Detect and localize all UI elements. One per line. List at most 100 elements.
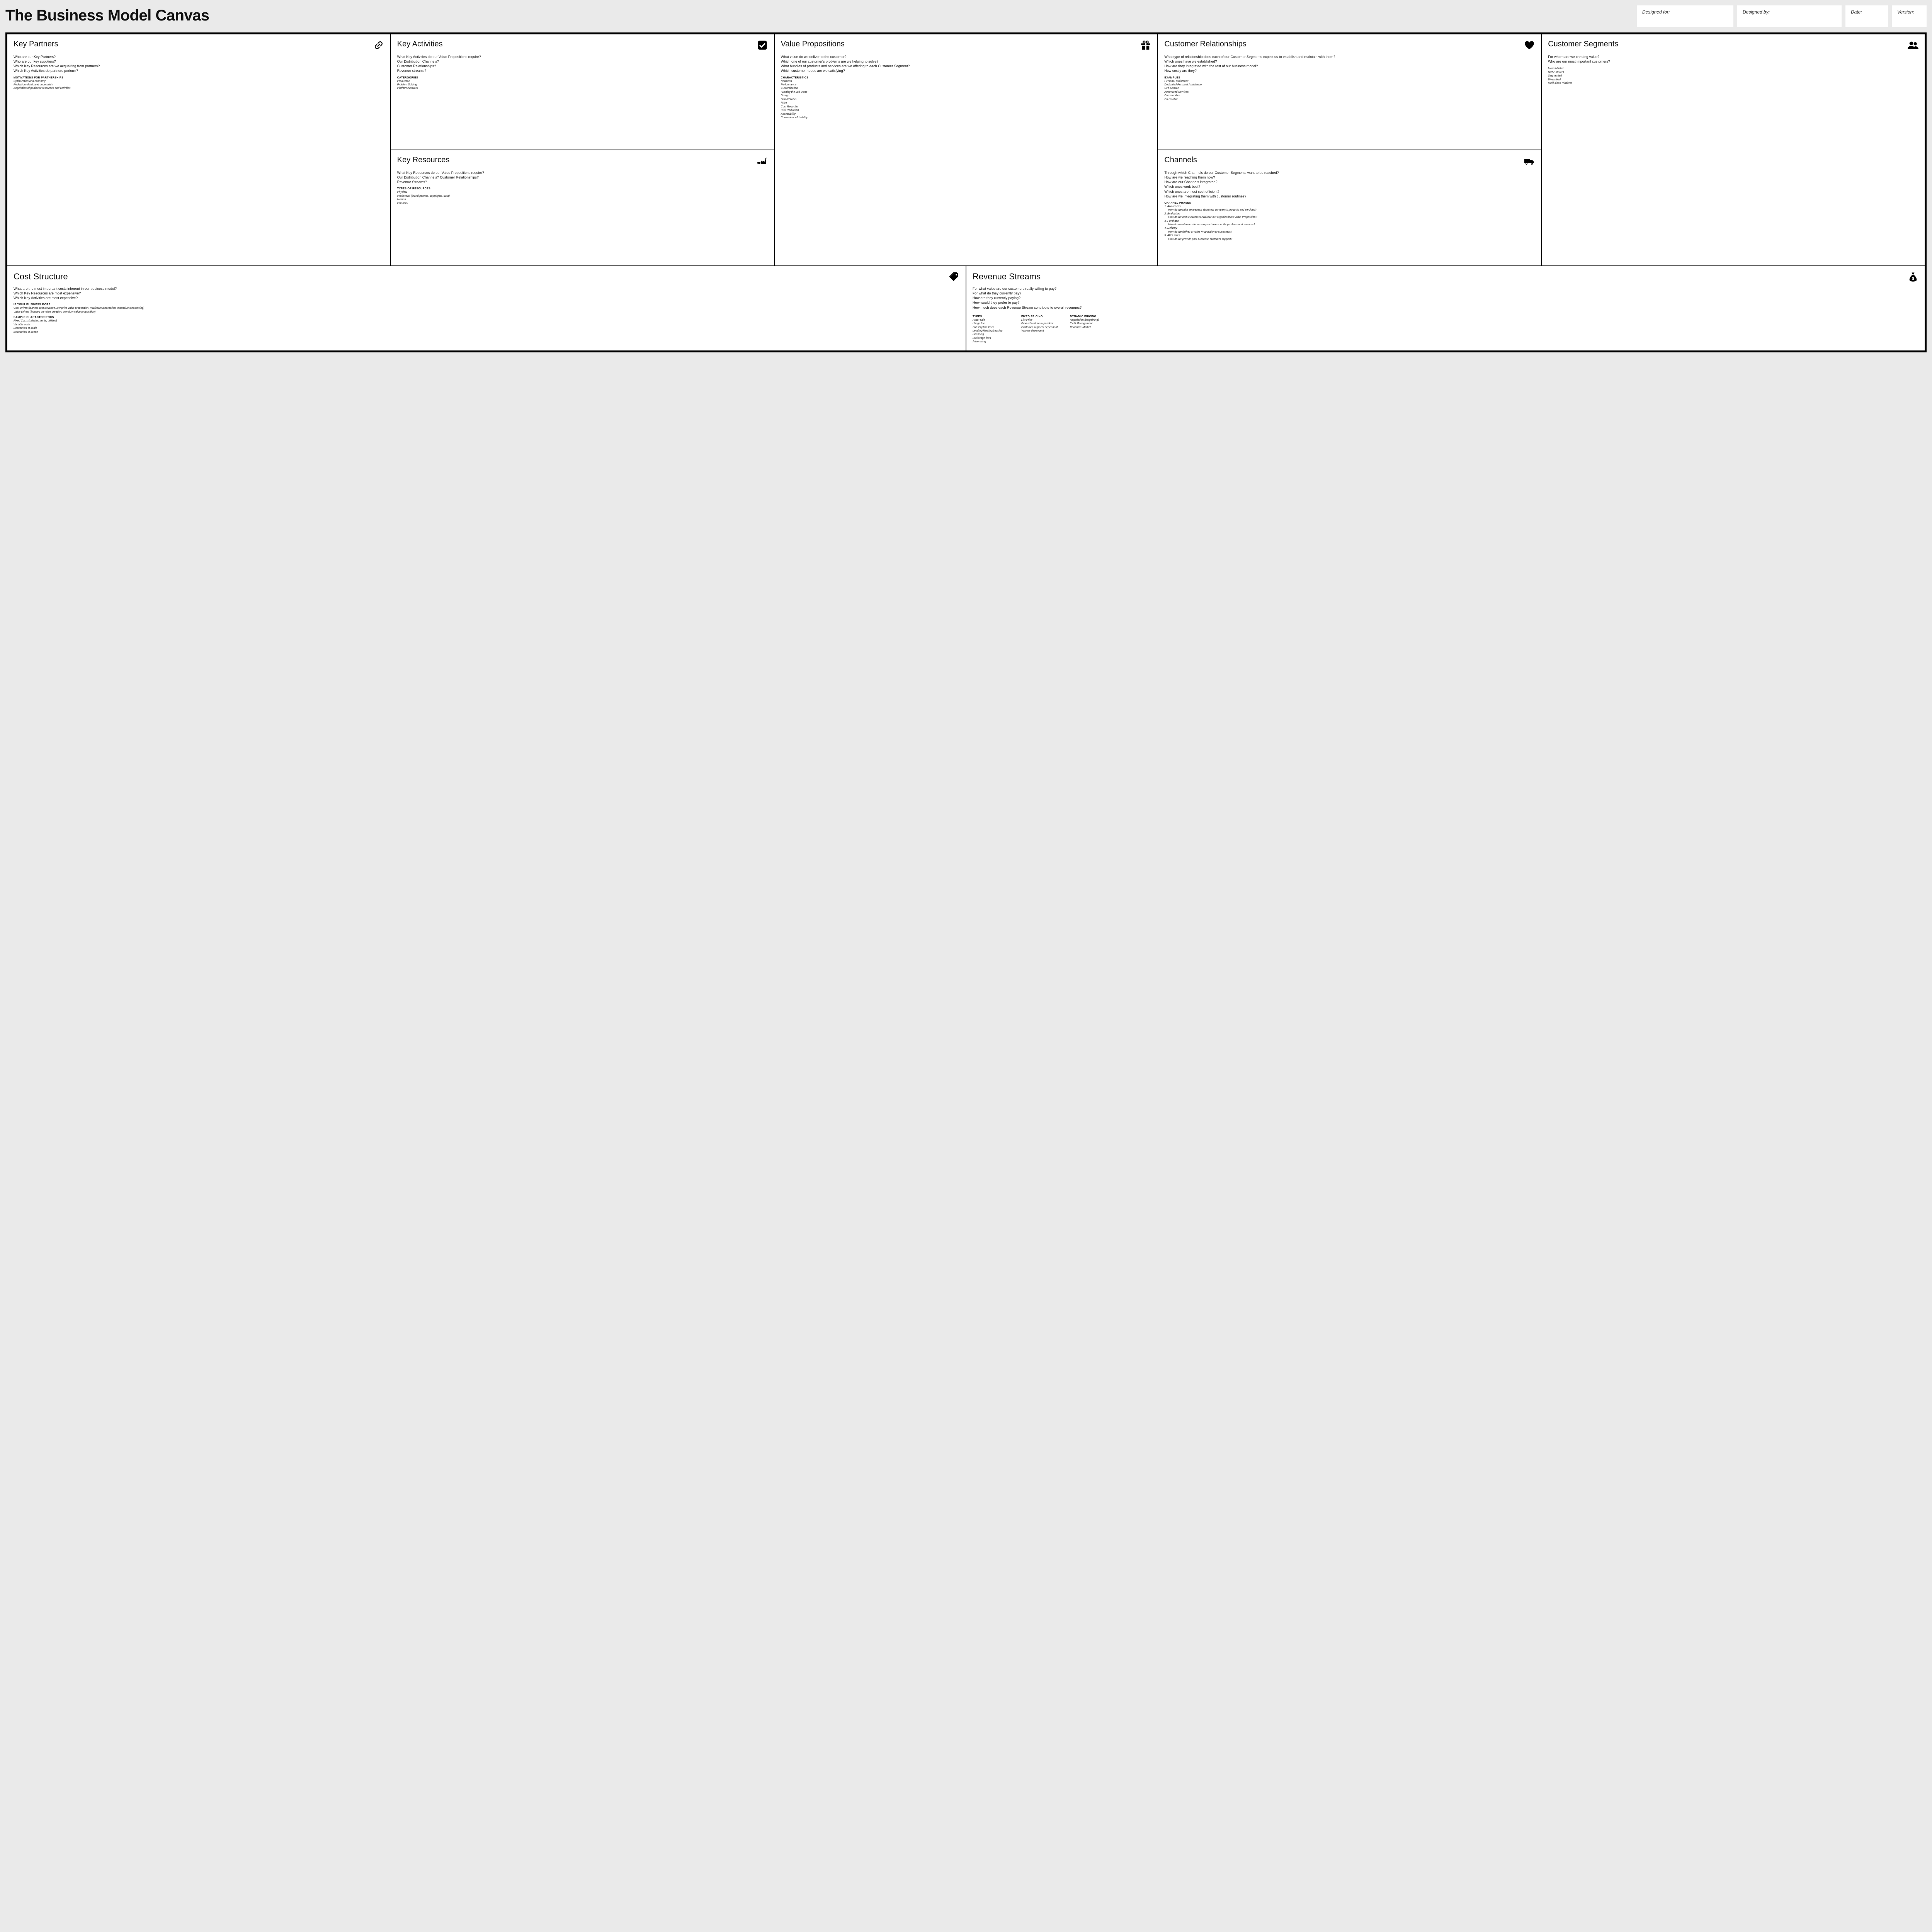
notes: Mass MarketNiche MarketSegmentedDiversif… <box>1548 67 1918 85</box>
line: What type of relationship does each of o… <box>1164 54 1535 59</box>
line: Intellectual (brand patents, copyrights,… <box>397 194 768 198</box>
notes: Cost Driven (leanest cost structure, low… <box>14 306 959 314</box>
line: Human <box>397 198 768 201</box>
line: Brokerage fees <box>973 337 1011 340</box>
line: Performance <box>781 83 1151 87</box>
line: Accessibility <box>781 112 1151 116</box>
line: Financial <box>397 202 768 205</box>
line: Which ones have we established? <box>1164 59 1535 64</box>
notes: List PriceProduct feature dependentCusto… <box>1021 318 1060 333</box>
line: Who are our most important customers? <box>1548 59 1918 64</box>
block-title: Revenue Streams <box>973 272 1041 282</box>
sub-heading: is your business more <box>14 303 959 306</box>
line: Physical <box>397 190 768 194</box>
sub-heading: dynamic pricing <box>1070 315 1109 318</box>
line: Our Distribution Channels? Customer Rela… <box>397 175 768 180</box>
line: Advertising <box>973 340 1011 344</box>
phase-desc: How do we allow customers to purchase sp… <box>1164 223 1535 226</box>
meta-label: Version: <box>1897 9 1921 15</box>
line: Who are our Key Partners? <box>14 54 384 59</box>
line: Risk Reduction <box>781 109 1151 112</box>
phase-desc: How do we deliver a Value Proposition to… <box>1164 230 1535 234</box>
line: How costly are they? <box>1164 68 1535 73</box>
sub-heading: types <box>973 315 1011 318</box>
line: What value do we deliver to the customer… <box>781 54 1151 59</box>
line: Dedicated Personal Assistance <box>1164 83 1535 87</box>
line: For what value are our customers really … <box>973 286 1918 291</box>
sub-heading: motivations for partnerships <box>14 77 384 79</box>
meta-label: Designed by: <box>1743 9 1836 15</box>
line: Real-time-Market <box>1070 326 1109 329</box>
line: Through which Channels do our Customer S… <box>1164 170 1535 175</box>
line: Asset sale <box>973 318 1011 322</box>
line: Customer Relationships? <box>397 64 768 68</box>
line: Economies of scale <box>14 327 959 330</box>
block-title: Cost Structure <box>14 272 68 282</box>
line: Customization <box>781 87 1151 90</box>
meta-label: Date: <box>1851 9 1883 15</box>
phase-desc: How do we raise awareness about our comp… <box>1164 208 1535 212</box>
line: Segmented <box>1548 74 1918 78</box>
moneybag-icon: $ <box>1908 272 1918 282</box>
line: For whom are we creating value? <box>1548 54 1918 59</box>
line: How would they prefer to pay? <box>973 300 1918 305</box>
line: Brand/Status <box>781 98 1151 101</box>
line: "Getting the Job Done" <box>781 90 1151 94</box>
questions: For whom are we creating value?Who are o… <box>1548 54 1918 64</box>
line: Which Key Activities do partners perform… <box>14 68 384 73</box>
line: Which Key Resources are we acquairing fr… <box>14 64 384 68</box>
heart-icon <box>1524 40 1535 51</box>
sub-heading: fixed pricing <box>1021 315 1060 318</box>
sub-heading: catergories <box>397 77 768 79</box>
line: Licensing <box>973 333 1011 336</box>
line: Price <box>781 101 1151 105</box>
block-revenue-streams: Revenue Streams $ For what value are our… <box>966 266 1925 351</box>
meta-date: Date: <box>1845 5 1888 27</box>
notes: Personal assistanceDedicated Personal As… <box>1164 80 1535 102</box>
line: Which Key Resources are most expensive? <box>14 291 959 296</box>
meta-label: Designed for: <box>1642 9 1728 15</box>
header: The Business Model Canvas Designed for: … <box>5 5 1927 27</box>
line: Personal assistance <box>1164 80 1535 83</box>
block-title: Key Resources <box>397 156 450 165</box>
notes: ProductionProblem SolvingPlatform/Networ… <box>397 80 768 90</box>
phase-desc: How do we help customers evaluate our or… <box>1164 216 1535 219</box>
questions: What are the most important costs inhere… <box>14 286 959 300</box>
block-customer-segments: Customer Segments For whom are we creati… <box>1541 34 1925 266</box>
line: What Key Activities do our Value Proposi… <box>397 54 768 59</box>
line: How are we reaching them now? <box>1164 175 1535 180</box>
factory-icon <box>757 156 768 167</box>
block-value-propositions: Value Propositions What value do we deli… <box>774 34 1158 266</box>
page-title: The Business Model Canvas <box>5 5 209 24</box>
sub-heading: channel phases <box>1164 202 1535 204</box>
channel-phases: 1. AwarenessHow do we raise awareness ab… <box>1164 205 1535 241</box>
sub-heading: characteristics <box>781 77 1151 79</box>
line: For what do they currently pay? <box>973 291 1918 296</box>
line: What bundles of products and services ar… <box>781 64 1151 68</box>
meta-row: Designed for: Designed by: Date: Version… <box>1637 5 1927 27</box>
phase-title: 5. After sales <box>1164 234 1535 237</box>
line: Revenue streams? <box>397 68 768 73</box>
line: Volume dependent <box>1021 329 1060 333</box>
block-customer-relationships: Customer Relationships What type of rela… <box>1158 34 1541 150</box>
line: Which ones work best? <box>1164 184 1535 189</box>
block-key-partners: Key Partners Who are our Key Partners?Wh… <box>7 34 391 266</box>
line: Product feature dependent <box>1021 322 1060 325</box>
notes: NewnessPerformanceCustomization"Getting … <box>781 80 1151 120</box>
block-title: Key Activities <box>397 40 443 49</box>
line: Multi-sided Platform <box>1548 82 1918 85</box>
notes: Asset saleUsage feeSubscription FeesLend… <box>973 318 1011 344</box>
questions: Through which Channels do our Customer S… <box>1164 170 1535 199</box>
line: Usage fee <box>973 322 1011 325</box>
line: How are we integrating them with custome… <box>1164 194 1535 199</box>
block-cost-structure: Cost Structure What are the most importa… <box>7 266 966 351</box>
questions: What Key Activities do our Value Proposi… <box>397 54 768 73</box>
block-title: Channels <box>1164 156 1197 165</box>
questions: Who are our Key Partners?Who are our key… <box>14 54 384 73</box>
phase-title: 2. Evaluation <box>1164 212 1535 216</box>
questions: What type of relationship does each of o… <box>1164 54 1535 73</box>
sub-heading: sample characteristics <box>14 316 959 319</box>
notes: Optimization and economyReduction of ris… <box>14 80 384 90</box>
block-key-activities: Key Activities What Key Activities do ou… <box>391 34 774 150</box>
svg-text:$: $ <box>1912 276 1914 281</box>
